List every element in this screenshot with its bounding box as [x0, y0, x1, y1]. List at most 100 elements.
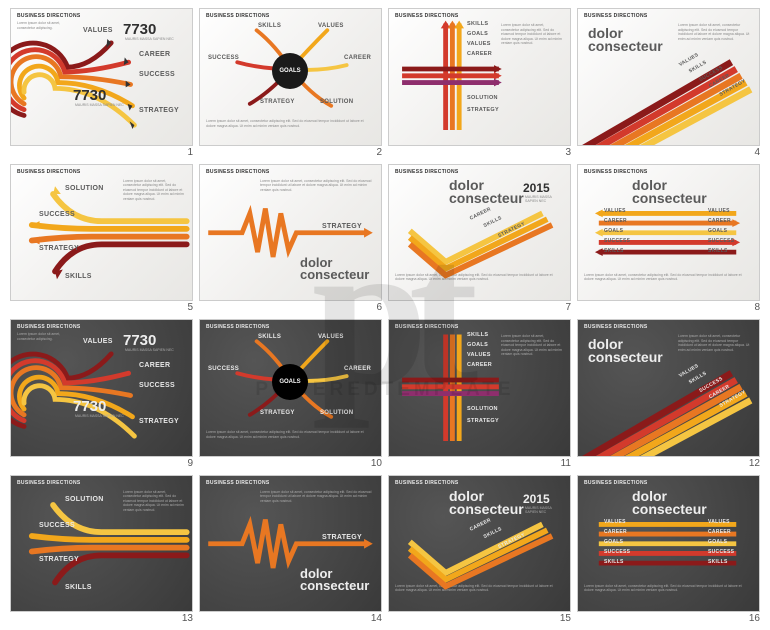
label-goals: GOALS	[467, 31, 488, 37]
stat1-num: 7730	[123, 332, 156, 349]
slide-1[interactable]: BUSINESS DIRECTIONS Lorem ipsum dolor si…	[10, 8, 193, 146]
slide-number: 11	[388, 457, 571, 469]
slide-cell-7: BUSINESS DIRECTIONS Lorem ipsum dolor si…	[388, 164, 571, 314]
label-values: VALUES	[318, 23, 344, 29]
slide-5[interactable]: BUSINESS DIRECTIONS Lorem ipsum dolor si…	[10, 164, 193, 302]
label-success: SUCCESS	[139, 382, 175, 389]
slide-4[interactable]: BUSINESS DIRECTIONS Lorem ipsum dolor si…	[577, 8, 760, 146]
label-career: CAREER	[708, 529, 731, 535]
label-values: VALUES	[604, 519, 626, 525]
slide-6[interactable]: BUSINESS DIRECTIONS Lorem ipsum dolor si…	[199, 164, 382, 302]
slide-15[interactable]: BUSINESS DIRECTIONS Lorem ipsum dolor si…	[388, 475, 571, 613]
slide-cell-13: BUSINESS DIRECTIONS Lorem ipsum dolor si…	[10, 475, 193, 625]
cross-arrows-icon	[389, 320, 570, 456]
slide-cell-2: BUSINESS DIRECTIONS Lorem ipsum dolor si…	[199, 8, 382, 158]
dolor-title: dolorconsecteur	[300, 568, 369, 593]
label-success: SUCCESS	[208, 366, 239, 372]
slide-3[interactable]: BUSINESS DIRECTIONS Lorem ipsum dolor si…	[388, 8, 571, 146]
slide-number: 12	[577, 457, 760, 469]
slide-10[interactable]: BUSINESS DIRECTIONS Lorem ipsum dolor si…	[199, 319, 382, 457]
label-goals: GOALS	[708, 539, 727, 545]
stat1-num: 7730	[123, 21, 156, 38]
slide-cell-6: BUSINESS DIRECTIONS Lorem ipsum dolor si…	[199, 164, 382, 314]
slide-number: 6	[199, 301, 382, 313]
slide-number: 13	[10, 612, 193, 624]
slide-number: 2	[199, 146, 382, 158]
label-success: SUCCESS	[708, 549, 734, 555]
slide-number: 8	[577, 301, 760, 313]
label-goals: GOALS	[467, 342, 488, 348]
label-solution: SOLUTION	[320, 410, 353, 416]
label-strategy: STRATEGY	[139, 418, 179, 425]
label-goals: GOALS	[708, 228, 727, 234]
slide-8[interactable]: BUSINESS DIRECTIONS Lorem ipsum dolor si…	[577, 164, 760, 302]
cross-arrows-icon	[389, 9, 570, 145]
label-success: SUCCESS	[708, 238, 734, 244]
slide-13[interactable]: BUSINESS DIRECTIONS Lorem ipsum dolor si…	[10, 475, 193, 613]
label-values: VALUES	[708, 208, 730, 214]
label-success: SUCCESS	[39, 522, 75, 529]
label-career: CAREER	[467, 362, 492, 368]
label-solution: SOLUTION	[467, 406, 498, 412]
label-skills: SKILLS	[65, 584, 92, 591]
slide-16[interactable]: BUSINESS DIRECTIONS Lorem ipsum dolor si…	[577, 475, 760, 613]
stat2-num: 7730	[73, 87, 106, 104]
label-skills: SKILLS	[258, 334, 281, 340]
diagonal-stripe-arrows-icon	[578, 9, 759, 145]
label-values: VALUES	[604, 208, 626, 214]
label-solution: SOLUTION	[320, 99, 353, 105]
v-check-arrows-icon	[389, 476, 570, 612]
stat1-sub: MAURIS MASSA SAPIEN NEC	[125, 348, 175, 353]
slide-cell-5: BUSINESS DIRECTIONS Lorem ipsum dolor si…	[10, 164, 193, 314]
label-goals: GOALS	[604, 228, 623, 234]
slide-cell-10: BUSINESS DIRECTIONS Lorem ipsum dolor si…	[199, 319, 382, 469]
label-strategy: STRATEGY	[260, 99, 295, 105]
slide-cell-15: BUSINESS DIRECTIONS Lorem ipsum dolor si…	[388, 475, 571, 625]
stat1-sub: MAURIS MASSA SAPIEN NEC	[125, 37, 175, 42]
slide-number: 9	[10, 457, 193, 469]
label-strategy: STRATEGY	[322, 534, 362, 541]
label-strategy: STRATEGY	[260, 410, 295, 416]
label-strategy: STRATEGY	[39, 556, 79, 563]
v-check-arrows-icon	[389, 165, 570, 301]
slide-cell-8: BUSINESS DIRECTIONS Lorem ipsum dolor si…	[577, 164, 760, 314]
label-career: CAREER	[467, 51, 492, 57]
label-skills: SKILLS	[708, 559, 728, 565]
slide-7[interactable]: BUSINESS DIRECTIONS Lorem ipsum dolor si…	[388, 164, 571, 302]
label-skills: SKILLS	[708, 248, 728, 254]
label-solution: SOLUTION	[467, 95, 498, 101]
slide-number: 3	[388, 146, 571, 158]
label-skills: SKILLS	[467, 21, 488, 27]
slide-12[interactable]: BUSINESS DIRECTIONS Lorem ipsum dolor si…	[577, 319, 760, 457]
label-skills: SKILLS	[258, 23, 281, 29]
label-goals: GOALS	[279, 379, 300, 385]
slide-14[interactable]: BUSINESS DIRECTIONS Lorem ipsum dolor si…	[199, 475, 382, 613]
label-success: SUCCESS	[604, 549, 630, 555]
slide-cell-3: BUSINESS DIRECTIONS Lorem ipsum dolor si…	[388, 8, 571, 158]
stat2-num: 7730	[73, 398, 106, 415]
slide-number: 10	[199, 457, 382, 469]
slide-number: 14	[199, 612, 382, 624]
label-values: VALUES	[318, 334, 344, 340]
goals-node: GOALS	[272, 364, 308, 400]
goals-node: GOALS	[272, 53, 308, 89]
slide-cell-16: BUSINESS DIRECTIONS Lorem ipsum dolor si…	[577, 475, 760, 625]
slide-cell-14: BUSINESS DIRECTIONS Lorem ipsum dolor si…	[199, 475, 382, 625]
label-solution: SOLUTION	[65, 496, 104, 503]
slide-cell-12: BUSINESS DIRECTIONS Lorem ipsum dolor si…	[577, 319, 760, 469]
slide-9[interactable]: BUSINESS DIRECTIONS Lorem ipsum dolor si…	[10, 319, 193, 457]
slide-cell-11: BUSINESS DIRECTIONS Lorem ipsum dolor si…	[388, 319, 571, 469]
slide-2[interactable]: BUSINESS DIRECTIONS Lorem ipsum dolor si…	[199, 8, 382, 146]
slide-number: 7	[388, 301, 571, 313]
label-career: CAREER	[139, 362, 170, 369]
label-career: CAREER	[604, 218, 627, 224]
label-career: CAREER	[708, 218, 731, 224]
slide-cell-1: BUSINESS DIRECTIONS Lorem ipsum dolor si…	[10, 8, 193, 158]
slide-cell-4: BUSINESS DIRECTIONS Lorem ipsum dolor si…	[577, 8, 760, 158]
label-goals: GOALS	[279, 68, 300, 74]
diagonal-stripe-arrows-icon	[578, 320, 759, 456]
label-goals: GOALS	[604, 539, 623, 545]
slide-11[interactable]: BUSINESS DIRECTIONS Lorem ipsum dolor si…	[388, 319, 571, 457]
slide-number: 1	[10, 146, 193, 158]
label-career: CAREER	[139, 51, 170, 58]
